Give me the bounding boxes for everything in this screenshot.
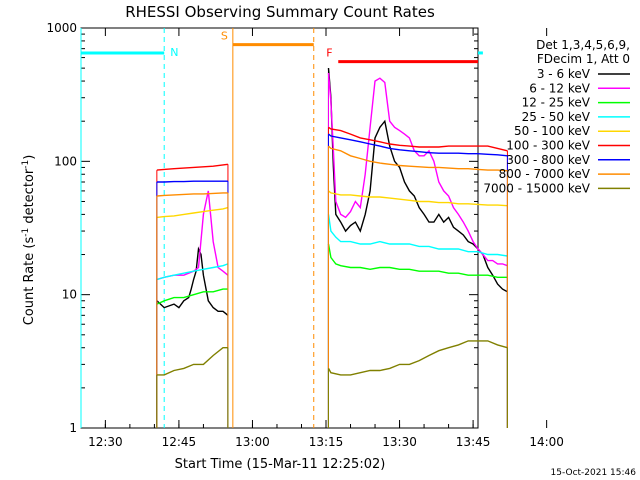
series-line [328, 133, 508, 157]
x-tick-label: 14:00 [529, 435, 564, 449]
legend-entry-label: 3 - 6 keV [537, 67, 591, 81]
chart-title: RHESSI Observing Summary Count Rates [125, 3, 435, 21]
series-line [156, 192, 228, 197]
series-line [156, 180, 228, 183]
x-tick-label: 12:30 [88, 435, 123, 449]
series-line [328, 190, 508, 207]
legend-header-line-1: Det 1,3,4,5,6,9, [536, 38, 630, 52]
series-line [328, 145, 508, 172]
footer-timestamp: 15-Oct-2021 15:46 [551, 468, 637, 478]
legend-entry-label: 800 - 7000 keV [499, 167, 591, 181]
state-bar-label: F [326, 47, 332, 60]
series-line [156, 163, 228, 171]
series-line [156, 347, 228, 376]
series-line [327, 340, 508, 376]
series-line [156, 288, 228, 305]
series-line [156, 263, 229, 281]
x-tick-label: 13:45 [456, 435, 491, 449]
legend-entry-label: 25 - 50 keV [522, 110, 591, 124]
legend: Det 1,3,4,5,6,9, FDecim 1, Att 0 3 - 6 k… [483, 38, 630, 195]
y-axis-label: Count Rate (s-1 detector-1) [21, 155, 37, 326]
y-axis-label-part1: Count Rate (s [22, 237, 37, 326]
state-bar-label: N [170, 46, 178, 59]
series-line [327, 243, 508, 278]
series-line [156, 206, 229, 219]
x-tick-label: 13:30 [382, 435, 417, 449]
legend-entry-label: 300 - 800 keV [506, 153, 590, 167]
state-bar-label: S [221, 30, 228, 43]
y-axis-label-sup2: -1 [21, 160, 31, 169]
x-tick-label: 12:45 [162, 435, 197, 449]
x-axis-label: Start Time (15-Mar-11 12:25:02) [175, 457, 386, 472]
legend-entry-label: 50 - 100 keV [514, 124, 591, 138]
plot-area: 1 10 100 1000 12:30 12:45 13:00 13:15 13:30 13:45… [46, 21, 563, 449]
y-tick-label: 100 [54, 154, 77, 168]
y-tick-label: 1 [69, 421, 77, 435]
y-tick-label: 10 [62, 288, 77, 302]
y-tick-label: 1000 [46, 21, 77, 35]
y-axis-label-part2: detector [22, 168, 37, 228]
y-axis-label-sup1: -1 [21, 228, 31, 237]
legend-entry-label: 6 - 12 keV [529, 81, 591, 95]
x-tick-label: 13:00 [235, 435, 270, 449]
x-tick-label: 13:15 [309, 435, 344, 449]
legend-entry-label: 12 - 25 keV [522, 96, 591, 110]
y-axis-label-part3: ) [22, 155, 37, 160]
legend-entry-label: 100 - 300 keV [506, 139, 590, 153]
series-line [327, 214, 508, 257]
legend-header-line-2: FDecim 1, Att 0 [537, 52, 630, 66]
series-line [328, 126, 508, 152]
legend-entry-label: 7000 - 15000 keV [483, 181, 590, 195]
